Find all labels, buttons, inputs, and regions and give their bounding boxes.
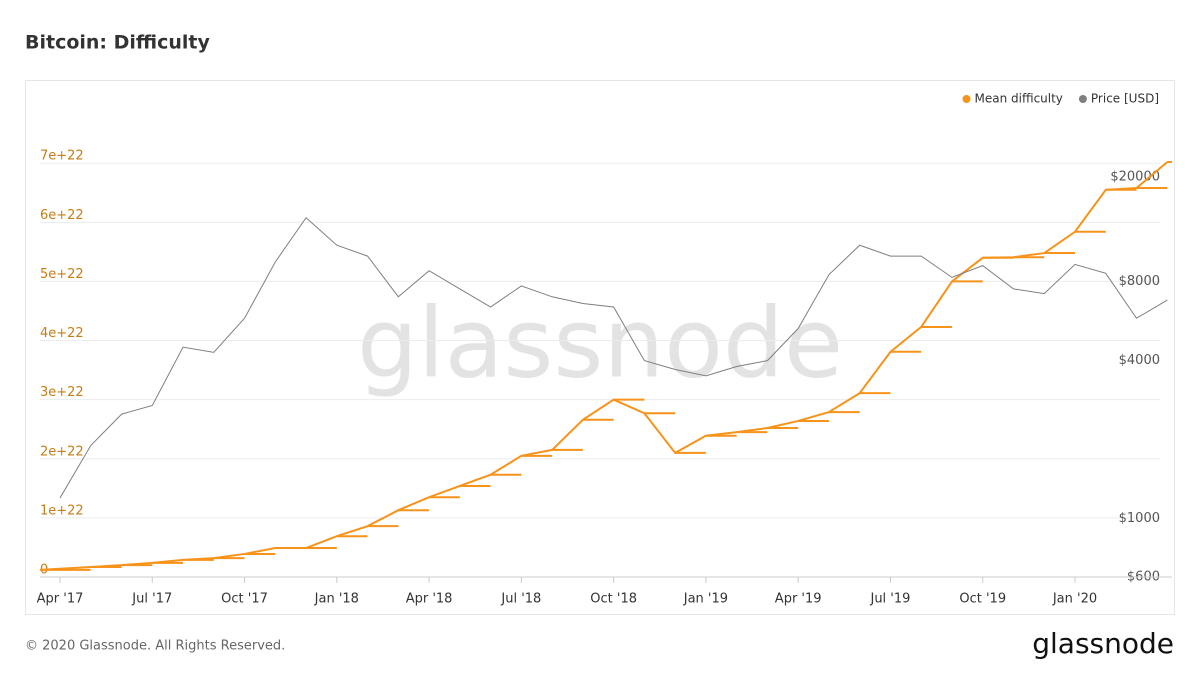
y-tick-label: 5e+22 — [40, 267, 84, 282]
x-tick-label: Jul '17 — [131, 592, 172, 607]
y-tick-label: 4e+22 — [40, 326, 84, 341]
x-tick-label: Jan '18 — [314, 592, 359, 607]
footer: © 2020 Glassnode. All Rights Reserved. — [25, 639, 285, 654]
y2-tick-label: $1000 — [1119, 511, 1160, 526]
x-tick-label: Jul '18 — [500, 592, 541, 607]
y-tick-label: 1e+22 — [40, 503, 84, 518]
x-tick-label: Apr '17 — [37, 592, 84, 607]
x-tick-label: Apr '19 — [775, 592, 822, 607]
x-tick-label: Apr '18 — [406, 592, 453, 607]
y-tick-label: 6e+22 — [40, 208, 84, 223]
logo: glassnode — [1032, 627, 1174, 660]
x-tick-label: Jan '20 — [1052, 592, 1097, 607]
x-tick-label: Oct '17 — [221, 592, 268, 607]
legend-label: Price [USD] — [1091, 92, 1159, 106]
legend-swatch — [962, 95, 971, 103]
panel — [25, 80, 1175, 615]
difficulty-risers — [39, 161, 1168, 571]
x-tick-label: Jan '19 — [683, 592, 728, 607]
chart-title: Bitcoin: Difficulty — [25, 32, 211, 54]
y2-tick-label: $4000 — [1119, 353, 1160, 368]
x-tick-label: Oct '18 — [590, 592, 637, 607]
legend-label: Mean difficulty — [975, 92, 1063, 106]
x-tick-label: Oct '19 — [959, 592, 1006, 607]
price-line — [59, 216, 1168, 499]
legend-swatch — [1078, 95, 1087, 103]
y-tick-label: 7e+22 — [40, 149, 84, 164]
watermark: glassnode — [357, 287, 843, 399]
x-tick-label: Jul '19 — [869, 592, 910, 607]
y2-tick-label: $8000 — [1119, 274, 1160, 289]
y-tick-label: 2e+22 — [40, 444, 84, 459]
y-tick-label: 3e+22 — [40, 385, 84, 400]
y2-tick-label: $20000 — [1110, 170, 1160, 185]
